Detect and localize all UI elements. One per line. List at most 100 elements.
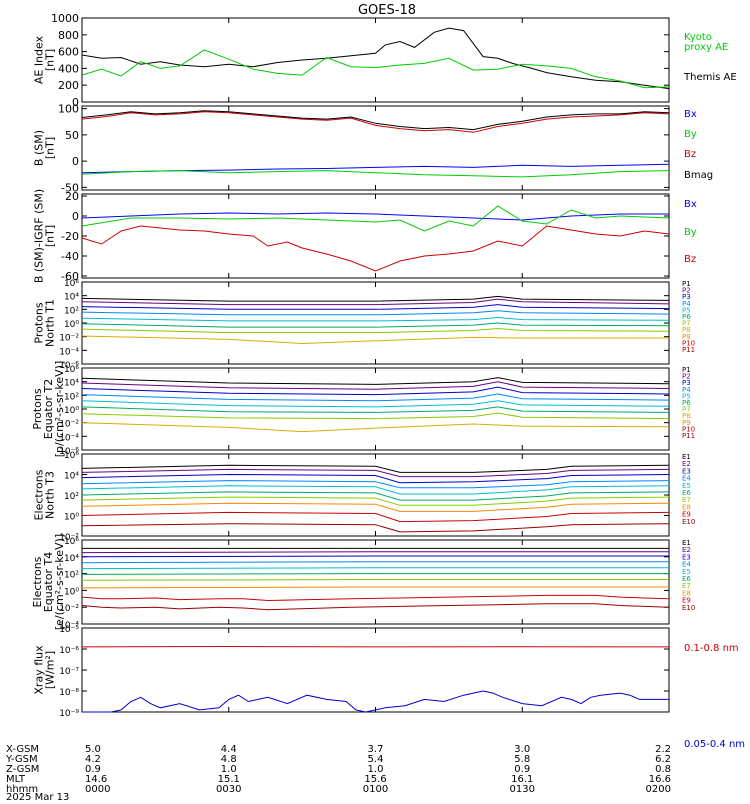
y-tick-label: 10⁻⁷ — [59, 667, 79, 677]
panel-frame — [82, 194, 669, 278]
series-bmag — [82, 111, 669, 130]
y-tick-label: 10⁻⁵ — [59, 625, 79, 635]
series-p5 — [82, 318, 669, 321]
y-tick-label: -20 — [61, 230, 79, 243]
legend-label: Bx — [684, 109, 697, 120]
y-tick-label: 10⁰ — [64, 513, 79, 523]
series-e2 — [82, 552, 669, 553]
legend-label: 0.05-0.4 nm — [684, 739, 745, 750]
series-p6 — [82, 407, 669, 413]
y-tick-label: -40 — [61, 250, 79, 263]
y-tick-label: 10² — [64, 571, 79, 581]
orbit-value: 0100 — [363, 784, 388, 795]
y-tick-label: 10⁶ — [64, 365, 79, 375]
series-e9 — [82, 512, 669, 521]
y-tick-label: 10⁰ — [64, 320, 79, 330]
series-e1 — [82, 465, 669, 472]
y-axis-title: North T3 — [44, 471, 57, 519]
y-tick-label: 10⁰ — [64, 406, 79, 416]
legend-label: proxy AE — [684, 42, 728, 53]
legend-label: By — [684, 129, 697, 140]
y-tick-label: 10⁶ — [64, 279, 79, 289]
y-tick-label: 10⁴ — [64, 379, 79, 389]
series-p3 — [82, 387, 669, 395]
series-e10 — [82, 604, 669, 610]
series-p5 — [82, 401, 669, 407]
plot-date: 2025 Mar 13 — [6, 792, 69, 800]
series-e6 — [82, 492, 669, 500]
series-p6 — [82, 323, 669, 327]
series-e7 — [82, 580, 669, 581]
series-by — [82, 171, 669, 177]
legend-label: Bz — [684, 149, 696, 160]
y-tick-label: 10⁴ — [64, 554, 79, 564]
y-tick-label: 10⁻⁶ — [59, 646, 79, 656]
y-tick-label: 0 — [72, 210, 79, 223]
legend-label: E10 — [682, 604, 695, 612]
legend-label: Bx — [684, 199, 697, 210]
series-e3 — [82, 556, 669, 557]
legend-label: Bz — [684, 254, 696, 265]
series-e9 — [82, 595, 669, 600]
series-e4 — [82, 562, 669, 563]
y-tick-label: 10⁴ — [64, 472, 79, 482]
y-tick-label: 10⁶ — [64, 537, 79, 547]
series-bx — [82, 213, 669, 220]
y-tick-label: 10² — [64, 392, 79, 402]
y-tick-label: 200 — [58, 79, 79, 92]
y-tick-label: 10⁻⁹ — [59, 709, 79, 719]
y-tick-label: 10⁻² — [59, 334, 79, 344]
series-proxy-ae — [82, 50, 669, 88]
plot-title: GOES-18 — [358, 3, 416, 18]
y-tick-label: 10⁰ — [64, 587, 79, 597]
legend-label: By — [684, 227, 697, 238]
orbit-value: 0000 — [85, 784, 110, 795]
series-bx — [82, 164, 669, 172]
y-tick-label: 10⁶ — [64, 451, 79, 461]
y-tick-label: 50 — [65, 129, 79, 142]
legend-label: P11 — [682, 346, 695, 354]
y-axis-title: [W/m²] — [44, 651, 57, 689]
series-e10 — [82, 524, 669, 532]
y-tick-label: 20 — [65, 190, 79, 203]
y-tick-label: 600 — [58, 46, 79, 59]
y-tick-label: 10⁴ — [64, 293, 79, 303]
orbit-value: 0130 — [510, 784, 535, 795]
y-axis-title: [p/(cm²-s-sr-keV)] — [53, 361, 66, 458]
orbit-value: 0200 — [646, 784, 671, 795]
series-p8 — [82, 336, 669, 344]
y-tick-label: 10² — [64, 306, 79, 316]
y-tick-label: 10⁻⁴ — [59, 347, 79, 357]
y-tick-label: 400 — [58, 62, 79, 75]
legend-label: Bmag — [684, 170, 713, 181]
panel-frame — [82, 18, 669, 102]
orbit-value: 0030 — [216, 784, 241, 795]
y-tick-label: 10² — [64, 492, 79, 502]
series-by — [82, 206, 669, 231]
y-tick-label: 800 — [58, 29, 79, 42]
series-e8 — [82, 503, 669, 511]
orbit-table: X-GSMY-GSMZ-GSMMLThhmm5.04.20.914.600004… — [5, 744, 671, 800]
legend-label: P11 — [682, 432, 695, 440]
legend-label: Themis AE — [683, 72, 737, 83]
series-e5 — [82, 568, 669, 569]
panel-frame — [82, 368, 669, 450]
series-e6 — [82, 574, 669, 575]
legend-label: E10 — [682, 518, 695, 526]
panel-frame — [82, 282, 669, 364]
series-themis-ae — [82, 28, 669, 89]
y-tick-label: 10⁻⁸ — [59, 688, 79, 698]
series-p1 — [82, 296, 669, 301]
series-p7 — [82, 329, 669, 333]
series-p4 — [82, 311, 669, 315]
series-bz — [82, 226, 669, 271]
panel-frame — [82, 106, 669, 190]
y-axis-title: [nT] — [44, 225, 57, 247]
